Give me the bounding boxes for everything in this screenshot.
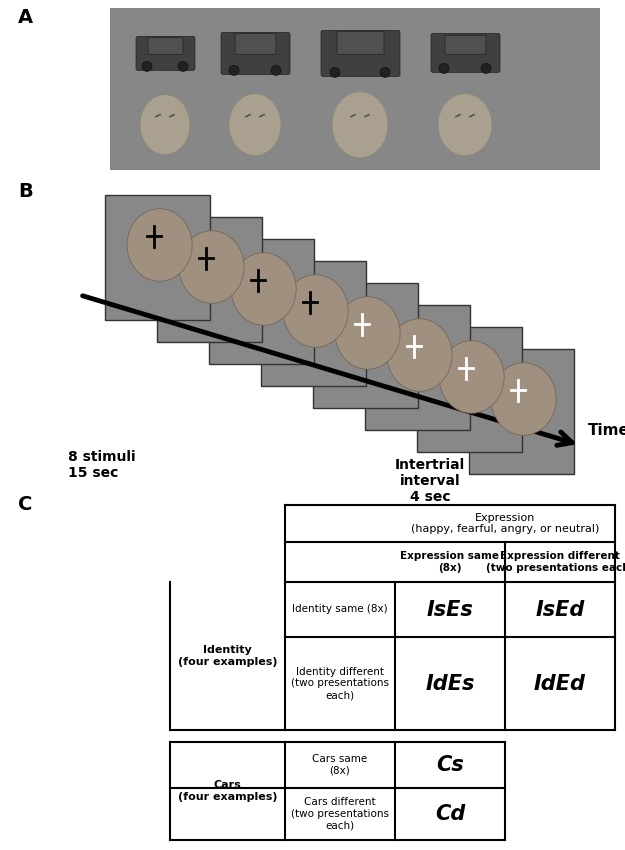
FancyBboxPatch shape — [337, 31, 384, 54]
Text: Cars
(four examples): Cars (four examples) — [177, 780, 278, 802]
Circle shape — [330, 67, 340, 77]
Text: A: A — [18, 8, 33, 27]
Bar — [157, 217, 262, 342]
Text: Cars same
(8x): Cars same (8x) — [312, 754, 368, 776]
Bar — [313, 283, 418, 408]
Circle shape — [271, 65, 281, 76]
Text: C: C — [18, 495, 32, 514]
Ellipse shape — [140, 94, 190, 155]
Circle shape — [178, 61, 188, 71]
FancyBboxPatch shape — [445, 36, 486, 54]
Text: Expression
(happy, fearful, angry, or neutral): Expression (happy, fearful, angry, or ne… — [411, 513, 599, 535]
FancyBboxPatch shape — [136, 37, 195, 71]
Bar — [417, 327, 522, 452]
FancyBboxPatch shape — [431, 33, 500, 72]
Ellipse shape — [335, 297, 400, 369]
Text: IdEd: IdEd — [534, 673, 586, 694]
Text: Identity
(four examples): Identity (four examples) — [177, 645, 278, 666]
Text: IsEd: IsEd — [535, 599, 585, 620]
Text: Intertrial
interval
4 sec: Intertrial interval 4 sec — [395, 458, 465, 504]
Text: Expression different
(two presentations each): Expression different (two presentations … — [486, 551, 625, 573]
Circle shape — [481, 64, 491, 73]
Circle shape — [142, 61, 152, 71]
Text: IsEs: IsEs — [427, 599, 473, 620]
Circle shape — [380, 67, 390, 77]
Ellipse shape — [231, 252, 296, 326]
Ellipse shape — [179, 230, 244, 303]
FancyBboxPatch shape — [235, 33, 276, 54]
Ellipse shape — [332, 92, 388, 157]
Text: Time: Time — [588, 422, 625, 438]
Text: Identity different
(two presentations
each): Identity different (two presentations ea… — [291, 667, 389, 700]
Circle shape — [439, 64, 449, 73]
Text: IdEs: IdEs — [425, 673, 475, 694]
Ellipse shape — [439, 341, 504, 413]
Ellipse shape — [438, 94, 492, 156]
Text: 8 stimuli
15 sec: 8 stimuli 15 sec — [68, 450, 136, 480]
Ellipse shape — [229, 94, 281, 156]
Bar — [110, 8, 600, 170]
Text: Cd: Cd — [435, 804, 465, 824]
Bar — [469, 349, 574, 474]
Circle shape — [229, 65, 239, 76]
Ellipse shape — [387, 319, 452, 391]
Text: Cars different
(two presentations
each): Cars different (two presentations each) — [291, 797, 389, 830]
FancyBboxPatch shape — [221, 32, 290, 74]
Bar — [365, 305, 470, 430]
Text: B: B — [18, 182, 32, 201]
Bar — [209, 239, 314, 364]
Text: Expression same
(8x): Expression same (8x) — [401, 551, 499, 573]
Bar — [261, 261, 366, 386]
Ellipse shape — [127, 209, 192, 281]
FancyBboxPatch shape — [148, 37, 183, 54]
Ellipse shape — [491, 363, 556, 435]
Text: Cs: Cs — [436, 755, 464, 775]
Text: Identity same (8x): Identity same (8x) — [292, 604, 388, 615]
FancyBboxPatch shape — [321, 31, 400, 76]
Bar — [105, 195, 210, 320]
Ellipse shape — [283, 275, 348, 348]
